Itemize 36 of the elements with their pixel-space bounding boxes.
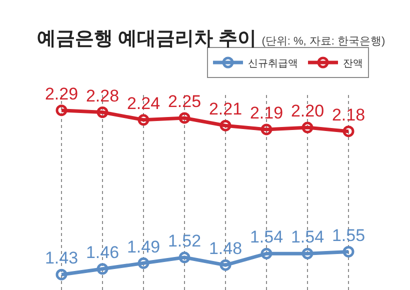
data-label: 1.43 xyxy=(44,248,78,268)
point xyxy=(138,257,150,269)
data-label: 1.49 xyxy=(126,237,160,256)
point xyxy=(260,248,272,260)
data-label: 1.46 xyxy=(86,243,120,262)
point xyxy=(342,246,354,258)
point xyxy=(260,124,272,136)
point xyxy=(96,263,108,275)
data-label: 2.25 xyxy=(168,92,202,112)
data-label: 1.55 xyxy=(332,226,366,245)
point xyxy=(178,252,190,264)
point xyxy=(342,126,354,138)
data-label: 1.48 xyxy=(208,239,242,258)
point xyxy=(96,106,108,118)
data-label: 2.18 xyxy=(332,105,366,124)
data-label: 1.54 xyxy=(290,228,324,247)
data-label: 2.24 xyxy=(126,94,160,114)
data-label: 2.29 xyxy=(44,84,78,104)
chart-title: 예금은행 예대금리차 추이 xyxy=(36,28,256,50)
point xyxy=(302,248,314,260)
point xyxy=(56,268,68,280)
data-label: 2.21 xyxy=(208,100,242,119)
data-label: 1.52 xyxy=(168,232,202,251)
point xyxy=(302,122,314,134)
data-label: 2.19 xyxy=(250,104,284,123)
legend-label: 잔액 xyxy=(343,58,363,70)
point xyxy=(178,112,190,124)
chart-subtitle: (단위: %, 자료: 한국은행) xyxy=(262,35,386,48)
legend-label: 신규취급액 xyxy=(248,58,298,70)
point xyxy=(220,259,232,271)
data-label: 2.20 xyxy=(290,102,324,121)
point xyxy=(56,104,68,116)
data-label: 1.54 xyxy=(250,228,284,247)
point xyxy=(220,120,232,132)
data-label: 2.28 xyxy=(86,86,120,106)
point xyxy=(138,114,150,126)
